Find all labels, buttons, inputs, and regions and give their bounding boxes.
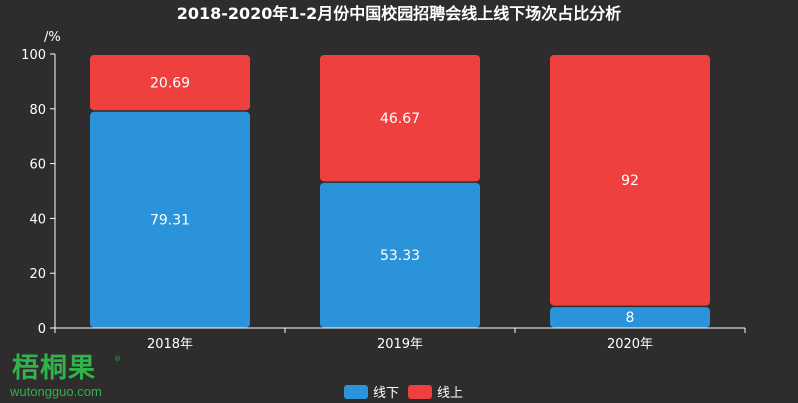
data-label: 46.67 bbox=[380, 111, 420, 127]
wutongguo-logo: 梧桐果 ® wutongguo.com bbox=[8, 354, 128, 400]
chart-title: 2018-2020年1-2月份中国校园招聘会线上线下场次占比分析 bbox=[177, 4, 622, 23]
logo-brand-text: 梧桐果 bbox=[12, 353, 96, 384]
bar-线上-2018年 bbox=[90, 55, 250, 111]
data-label: 8 bbox=[626, 310, 635, 326]
data-label: 53.33 bbox=[380, 248, 420, 264]
bar-线上-2019年 bbox=[320, 55, 480, 182]
y-tick-label: 80 bbox=[29, 103, 46, 118]
legend-swatch[interactable] bbox=[344, 385, 368, 399]
data-label: 79.31 bbox=[150, 212, 190, 228]
logo-url-text: wutongguo.com bbox=[10, 384, 102, 399]
y-axis-label: /% bbox=[44, 30, 61, 45]
x-tick-label: 2020年 bbox=[607, 337, 653, 352]
y-tick-label: 100 bbox=[21, 48, 46, 63]
legend-label[interactable]: 线上 bbox=[437, 386, 463, 401]
y-tick-label: 40 bbox=[29, 212, 46, 227]
logo-registered-mark: ® bbox=[114, 355, 121, 363]
bar-线下-2020年 bbox=[550, 307, 710, 328]
y-tick-label: 0 bbox=[38, 322, 46, 337]
y-tick-label: 20 bbox=[29, 267, 46, 282]
data-label: 20.69 bbox=[150, 75, 190, 91]
x-tick-label: 2018年 bbox=[147, 337, 193, 352]
legend: 线下 线上 bbox=[344, 385, 463, 401]
legend-label[interactable]: 线下 bbox=[373, 386, 399, 401]
bar-线下-2019年 bbox=[320, 182, 480, 328]
data-label: 92 bbox=[621, 173, 639, 189]
y-tick-label: 60 bbox=[29, 158, 46, 173]
legend-swatch[interactable] bbox=[408, 385, 432, 399]
bar-线下-2018年 bbox=[90, 111, 250, 328]
bar-线上-2020年 bbox=[550, 55, 710, 306]
plot-area: 0 20 40 60 80 100 79.31 20.69 2018年 53.33 46.67 201… bbox=[21, 48, 746, 352]
x-tick-label: 2019年 bbox=[377, 337, 423, 352]
